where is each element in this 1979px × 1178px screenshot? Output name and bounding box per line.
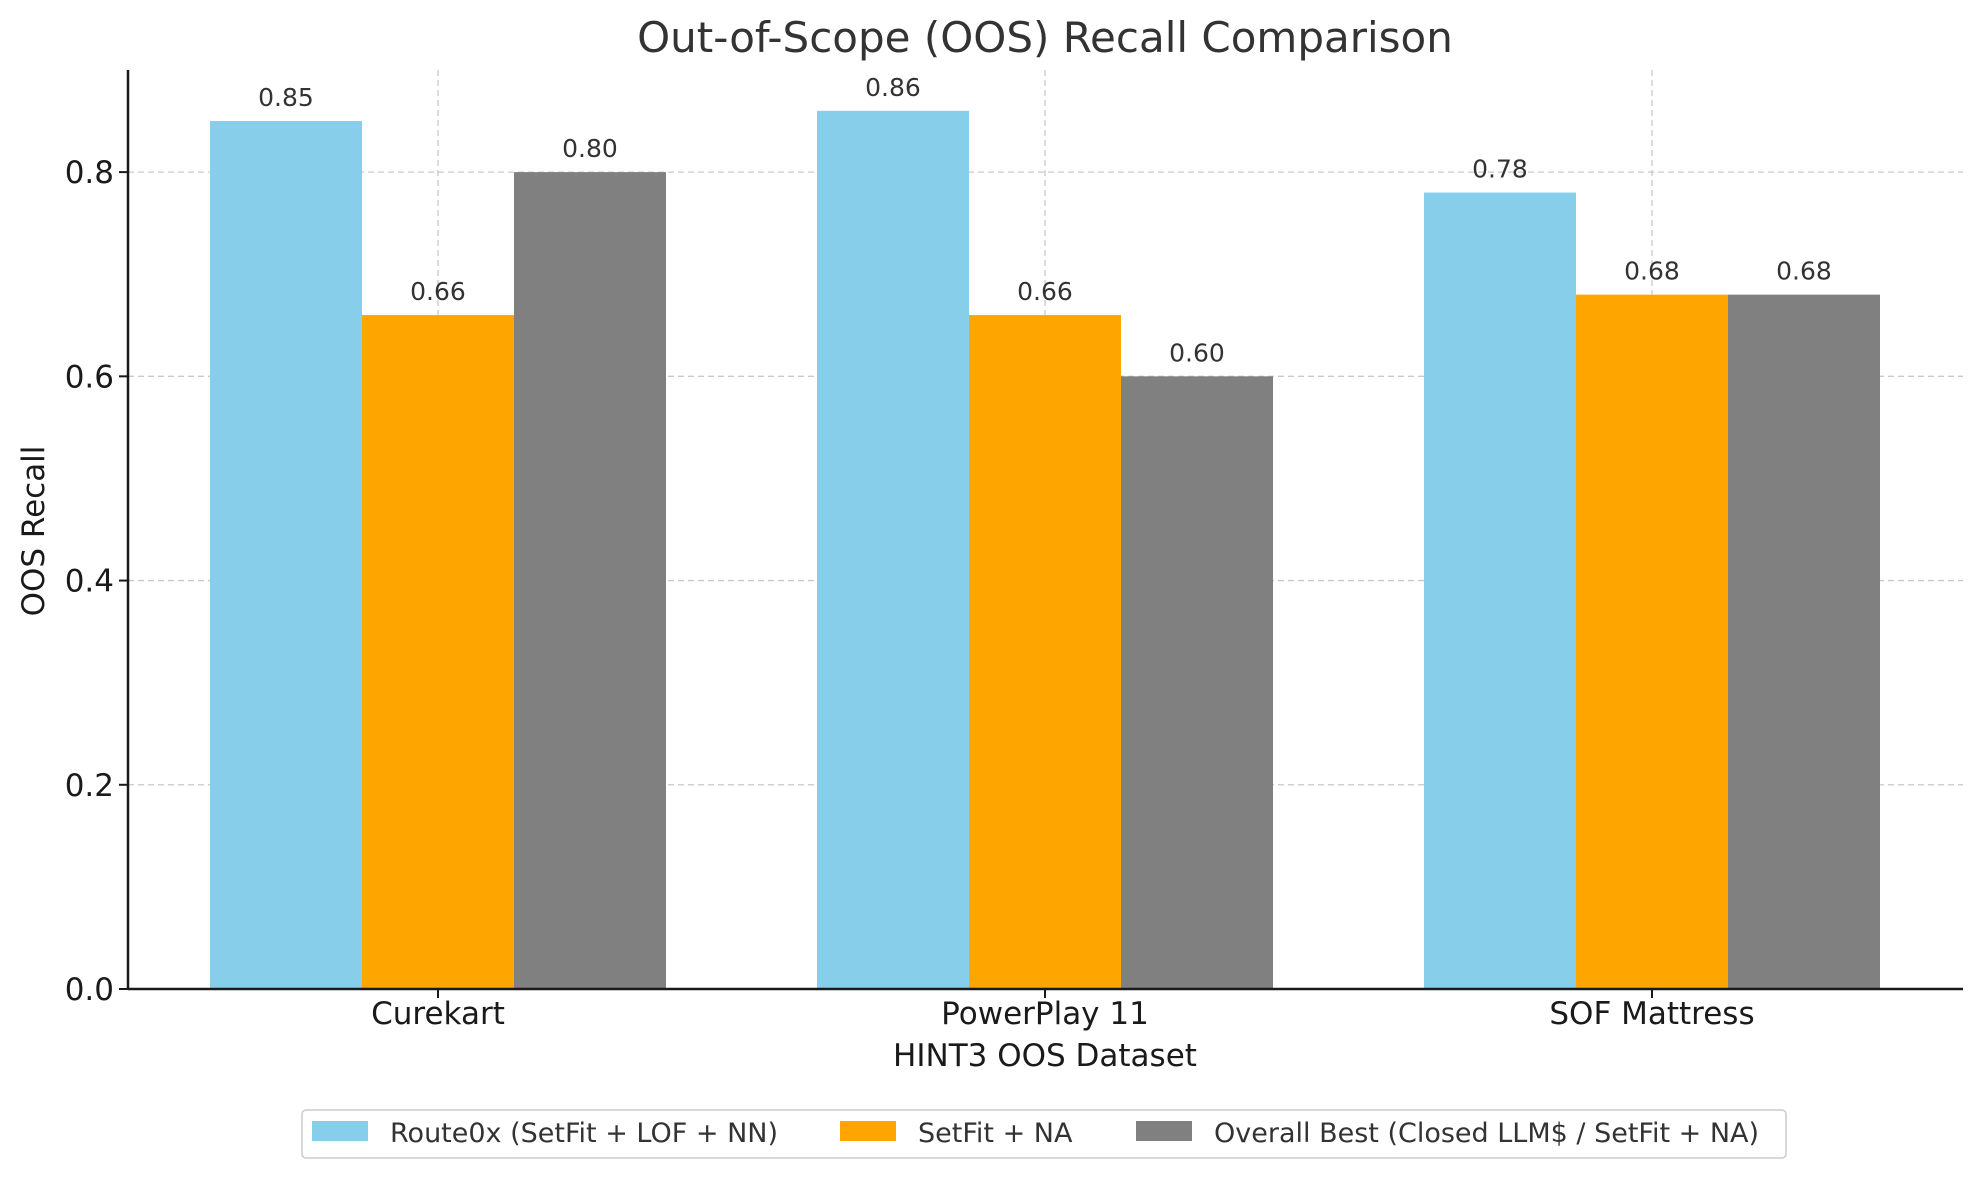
bars [210, 110, 1880, 990]
axes [119, 70, 1963, 998]
bar [1121, 376, 1273, 989]
legend-entry-label: SetFit + NA [918, 1118, 1073, 1149]
bar [362, 315, 514, 990]
bar [1424, 192, 1576, 990]
legend-swatch [840, 1121, 896, 1141]
data-labels: 0.85 0.86 0.78 0.66 0.66 0.68 0.80 0.60 0.68 [258, 73, 1832, 367]
bar [514, 172, 666, 990]
legend-frame [301, 1109, 1787, 1159]
legend-swatch [312, 1121, 368, 1141]
legend-swatch [1136, 1121, 1192, 1141]
bar [210, 121, 362, 990]
data-label: 0.66 [410, 277, 466, 306]
x-tick-label: PowerPlay 11 [941, 996, 1149, 1032]
x-tick-label: SOF Mattress [1549, 996, 1754, 1032]
bar [969, 315, 1121, 990]
y-tick-label: 0.0 [65, 972, 114, 1008]
y-tick-label: 0.4 [65, 564, 114, 600]
data-label: 0.68 [1624, 257, 1680, 286]
y-tick-label: 0.6 [65, 359, 114, 395]
data-label: 0.66 [1017, 277, 1073, 306]
data-label: 0.60 [1169, 338, 1225, 367]
chart-title: Out-of-Scope (OOS) Recall Comparison [637, 13, 1453, 62]
legend: Route0x (SetFit + LOF + NN) SetFit + NA Ov… [301, 1109, 1787, 1159]
data-label: 0.78 [1472, 155, 1528, 184]
x-tick-labels: Curekart PowerPlay 11 SOF Mattress [371, 996, 1755, 1032]
legend-entry-label: Overall Best (Closed LLM$ / SetFit + NA) [1214, 1118, 1759, 1149]
bar [1728, 294, 1880, 990]
data-label: 0.85 [258, 83, 314, 112]
y-axis-label: OOS Recall [16, 446, 52, 617]
y-tick-label: 0.8 [65, 155, 114, 191]
x-axis-label: HINT3 OOS Dataset [893, 1038, 1197, 1074]
data-label: 0.80 [562, 134, 618, 163]
x-tick-label: Curekart [371, 996, 505, 1032]
bar [817, 110, 969, 990]
y-tick-labels: 0.0 0.2 0.4 0.6 0.8 [65, 155, 114, 1008]
bar [1576, 294, 1728, 990]
legend-entry-label: Route0x (SetFit + LOF + NN) [390, 1118, 778, 1149]
data-label: 0.86 [865, 73, 921, 102]
y-tick-label: 0.2 [65, 768, 114, 804]
data-label: 0.68 [1776, 257, 1832, 286]
